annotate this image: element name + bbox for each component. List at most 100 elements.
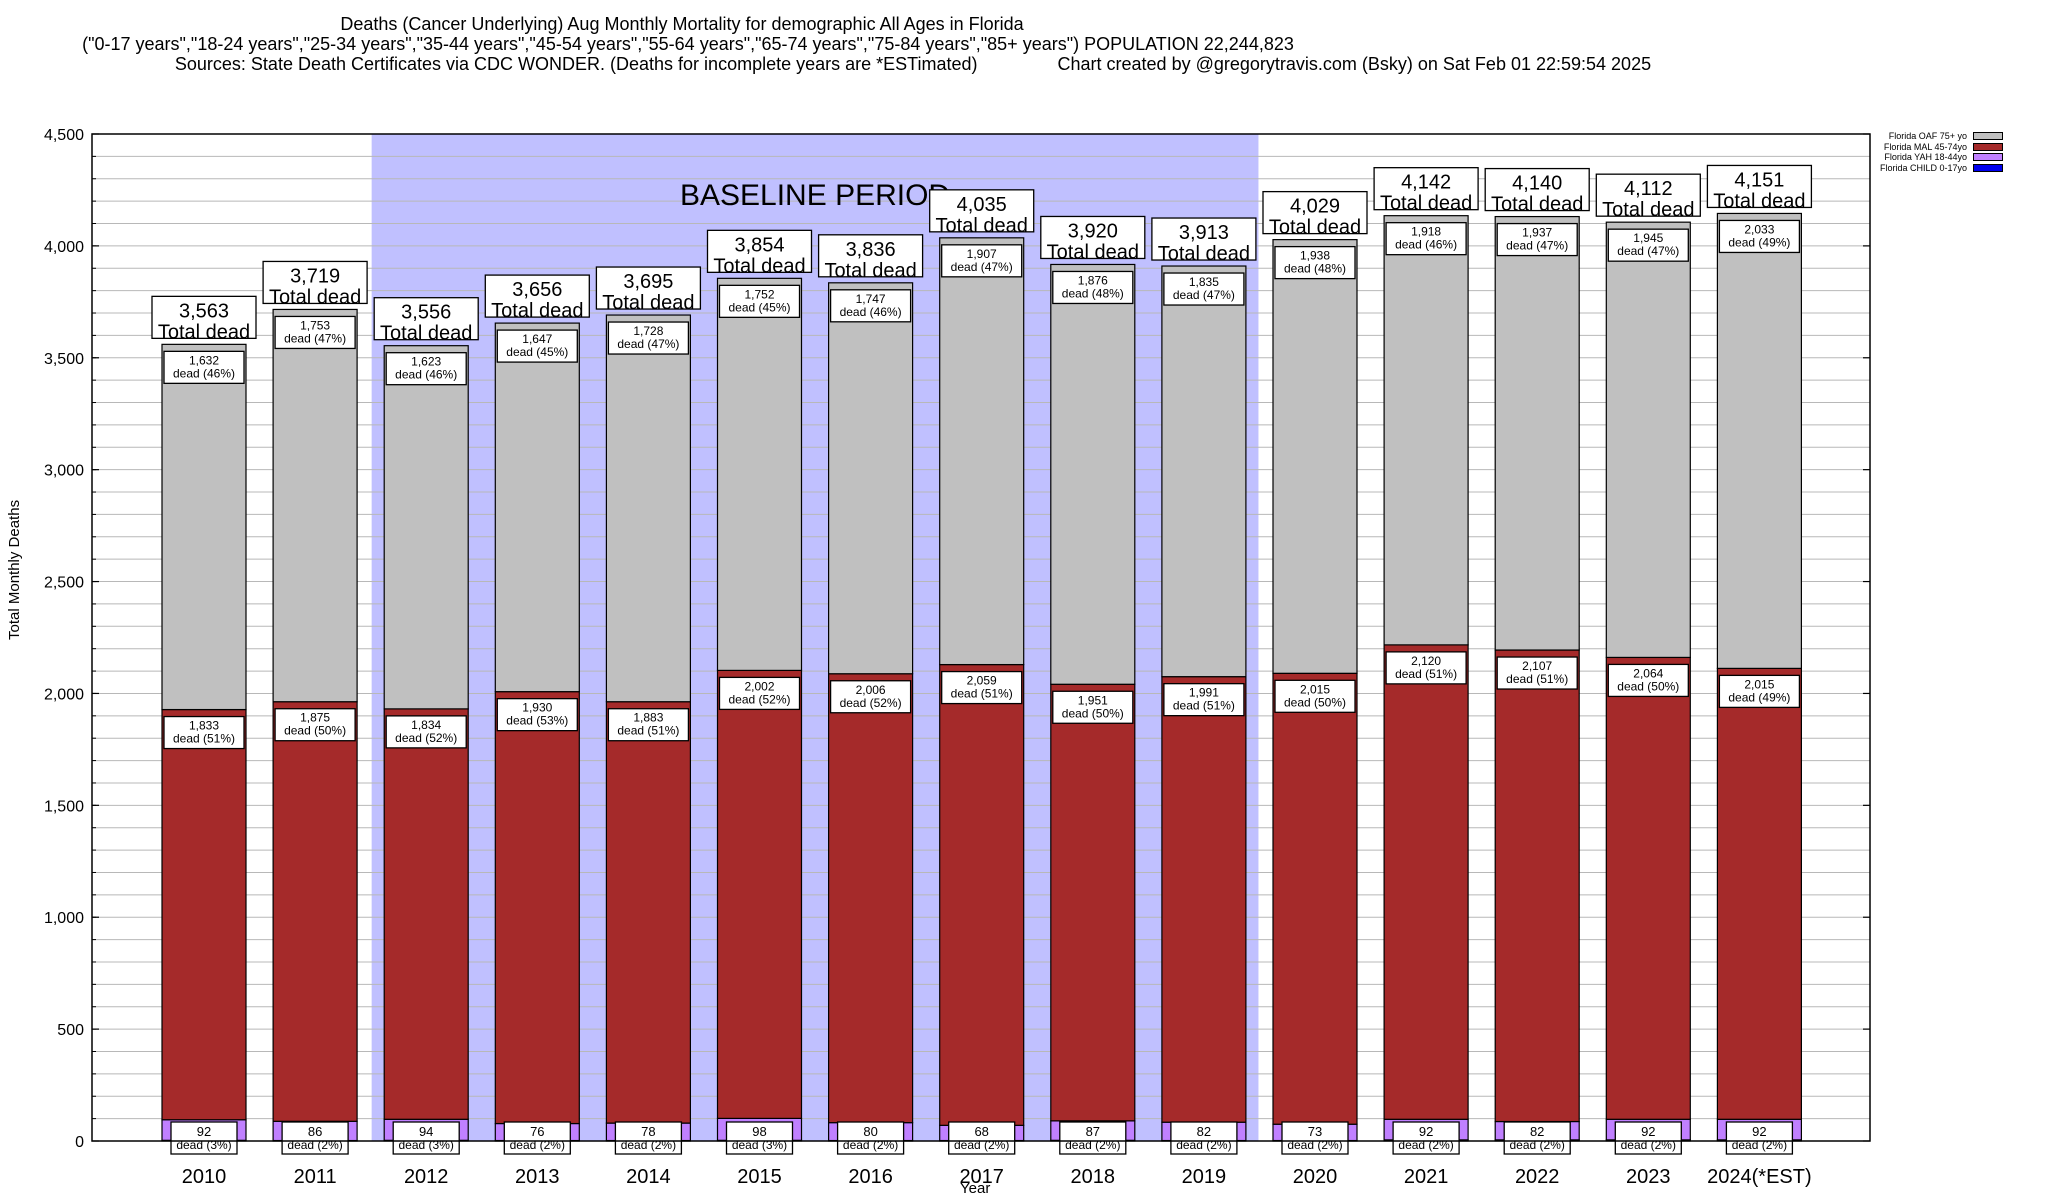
mal-label-pct: dead (51%) (951, 687, 1013, 701)
bar-segment-oaf (161, 343, 247, 711)
yah-label-pct: dead (2%) (1510, 1138, 1565, 1152)
yah-label-pct: dead (2%) (954, 1138, 1009, 1152)
oaf-label-value: 1,728 (633, 324, 663, 338)
yah-label-box (725, 1121, 794, 1155)
x-tick-label: 2015 (737, 1166, 782, 1188)
total-label-pct: Total dead (491, 300, 583, 322)
bar-segment-mal (1605, 656, 1691, 1120)
oaf-label-box (385, 352, 467, 386)
total-label-pct: Total dead (380, 323, 472, 345)
total-label-box (1484, 167, 1590, 212)
yah-label-box (1281, 1121, 1349, 1155)
oaf-label-box (607, 321, 690, 355)
total-label-box (484, 274, 590, 318)
yah-label-pct: dead (2%) (1176, 1138, 1231, 1152)
yah-label-box (1725, 1121, 1794, 1155)
yah-label-box (948, 1121, 1016, 1155)
total-label-pct: Total dead (1380, 193, 1472, 215)
yah-label-pct: dead (3%) (176, 1138, 231, 1152)
yah-label-pct: dead (3%) (399, 1138, 454, 1152)
chart-subtitle: ("0-17 years","18-24 years","25-34 years… (82, 34, 1294, 54)
total-label-value: 4,142 (1401, 172, 1451, 194)
mal-label-pct: dead (51%) (1506, 672, 1568, 686)
mal-label-value: 1,930 (522, 701, 552, 715)
y-tick-label: 3,500 (44, 351, 84, 368)
yah-label-pct: dead (2%) (510, 1138, 565, 1152)
oaf-label-value: 1,752 (744, 287, 774, 301)
oaf-label-box (718, 284, 801, 318)
yah-label-box (281, 1121, 349, 1155)
chart-title: Deaths (Cancer Underlying) Aug Monthly M… (340, 14, 1024, 34)
x-tick-label: 2014 (626, 1166, 671, 1188)
bar-segment-mal (939, 663, 1025, 1126)
yah-label-pct: dead (2%) (843, 1138, 898, 1152)
y-tick-label: 1,500 (44, 798, 84, 815)
x-tick-label: 2017 (959, 1166, 1004, 1188)
oaf-label-box (1607, 228, 1689, 262)
yah-label-value: 92 (1752, 1124, 1766, 1139)
x-tick-label: 2013 (515, 1166, 560, 1188)
bar-segment-mal (1716, 667, 1803, 1120)
yah-label-value: 92 (1419, 1124, 1433, 1139)
yah-label-box (1614, 1121, 1682, 1155)
x-tick-label: 2011 (294, 1166, 337, 1188)
bar-segment-oaf (827, 282, 914, 675)
oaf-label-box (274, 315, 356, 350)
yah-label-value: 92 (1641, 1124, 1655, 1139)
legend-label: Florida YAH 18-44yo (1884, 152, 1968, 163)
yah-label-box (614, 1121, 683, 1155)
mal-label-value: 2,107 (1522, 659, 1552, 673)
oaf-label-value: 1,623 (411, 355, 441, 369)
mal-label-box (1163, 683, 1245, 717)
oaf-label-box (941, 244, 1023, 278)
yah-label-box (503, 1121, 571, 1155)
oaf-label-pct: dead (47%) (1173, 288, 1235, 302)
yah-label-box (836, 1121, 905, 1155)
yah-label-value: 98 (752, 1124, 766, 1139)
bar-segment-oaf (494, 322, 580, 693)
x-tick-label: 2012 (404, 1166, 449, 1188)
mal-label-value: 2,059 (967, 674, 997, 688)
mal-label-pct: dead (50%) (1284, 695, 1346, 709)
y-tick-label: 2,000 (44, 686, 84, 703)
mal-label-pct: dead (51%) (1395, 667, 1457, 681)
total-label-pct: Total dead (1269, 217, 1361, 239)
total-label-pct: Total dead (1713, 190, 1805, 212)
mal-label-value: 1,991 (1189, 686, 1219, 700)
mal-label-pct: dead (49%) (1728, 690, 1790, 704)
oaf-label-value: 1,937 (1522, 226, 1552, 240)
oaf-label-pct: dead (46%) (840, 305, 902, 319)
total-label-box (1151, 217, 1257, 261)
total-label-box (1595, 173, 1701, 217)
mal-label-pct: dead (52%) (395, 731, 457, 745)
oaf-label-box (496, 329, 578, 363)
oaf-label-pct: dead (47%) (617, 337, 679, 351)
total-label-value: 3,656 (512, 279, 562, 301)
total-label-box (1262, 190, 1368, 235)
total-label-pct: Total dead (1158, 243, 1250, 265)
x-tick-label: 2022 (1515, 1166, 1560, 1188)
mal-label-pct: dead (50%) (1617, 679, 1679, 693)
legend-swatch (1973, 153, 2004, 162)
total-label-value: 3,920 (1068, 220, 1118, 242)
mal-label-box (607, 708, 690, 742)
yah-label-pct: dead (2%) (1287, 1138, 1342, 1152)
oaf-label-value: 1,938 (1300, 249, 1330, 263)
oaf-label-pct: dead (47%) (1617, 244, 1679, 258)
y-tick-label: 2,500 (44, 575, 84, 592)
oaf-label-box (163, 350, 245, 385)
oaf-label-box (1274, 245, 1356, 280)
mal-label-pct: dead (51%) (173, 732, 235, 746)
yah-label-pct: dead (2%) (287, 1138, 342, 1152)
mal-label-box (163, 715, 245, 750)
y-tick-label: 4,000 (44, 239, 84, 256)
yah-label-pct: dead (2%) (1398, 1138, 1453, 1152)
legend: Florida OAF 75+ yo Florida MAL 45-74yo Flo… (1880, 131, 2004, 173)
mal-label-pct: dead (50%) (1062, 706, 1124, 720)
bar-segment-mal (1161, 676, 1247, 1123)
bar-segment-mal (383, 708, 469, 1120)
total-label-box (373, 297, 479, 341)
total-label-box (929, 189, 1035, 233)
yah-label-value: 78 (641, 1124, 655, 1139)
mal-label-box (496, 698, 578, 732)
